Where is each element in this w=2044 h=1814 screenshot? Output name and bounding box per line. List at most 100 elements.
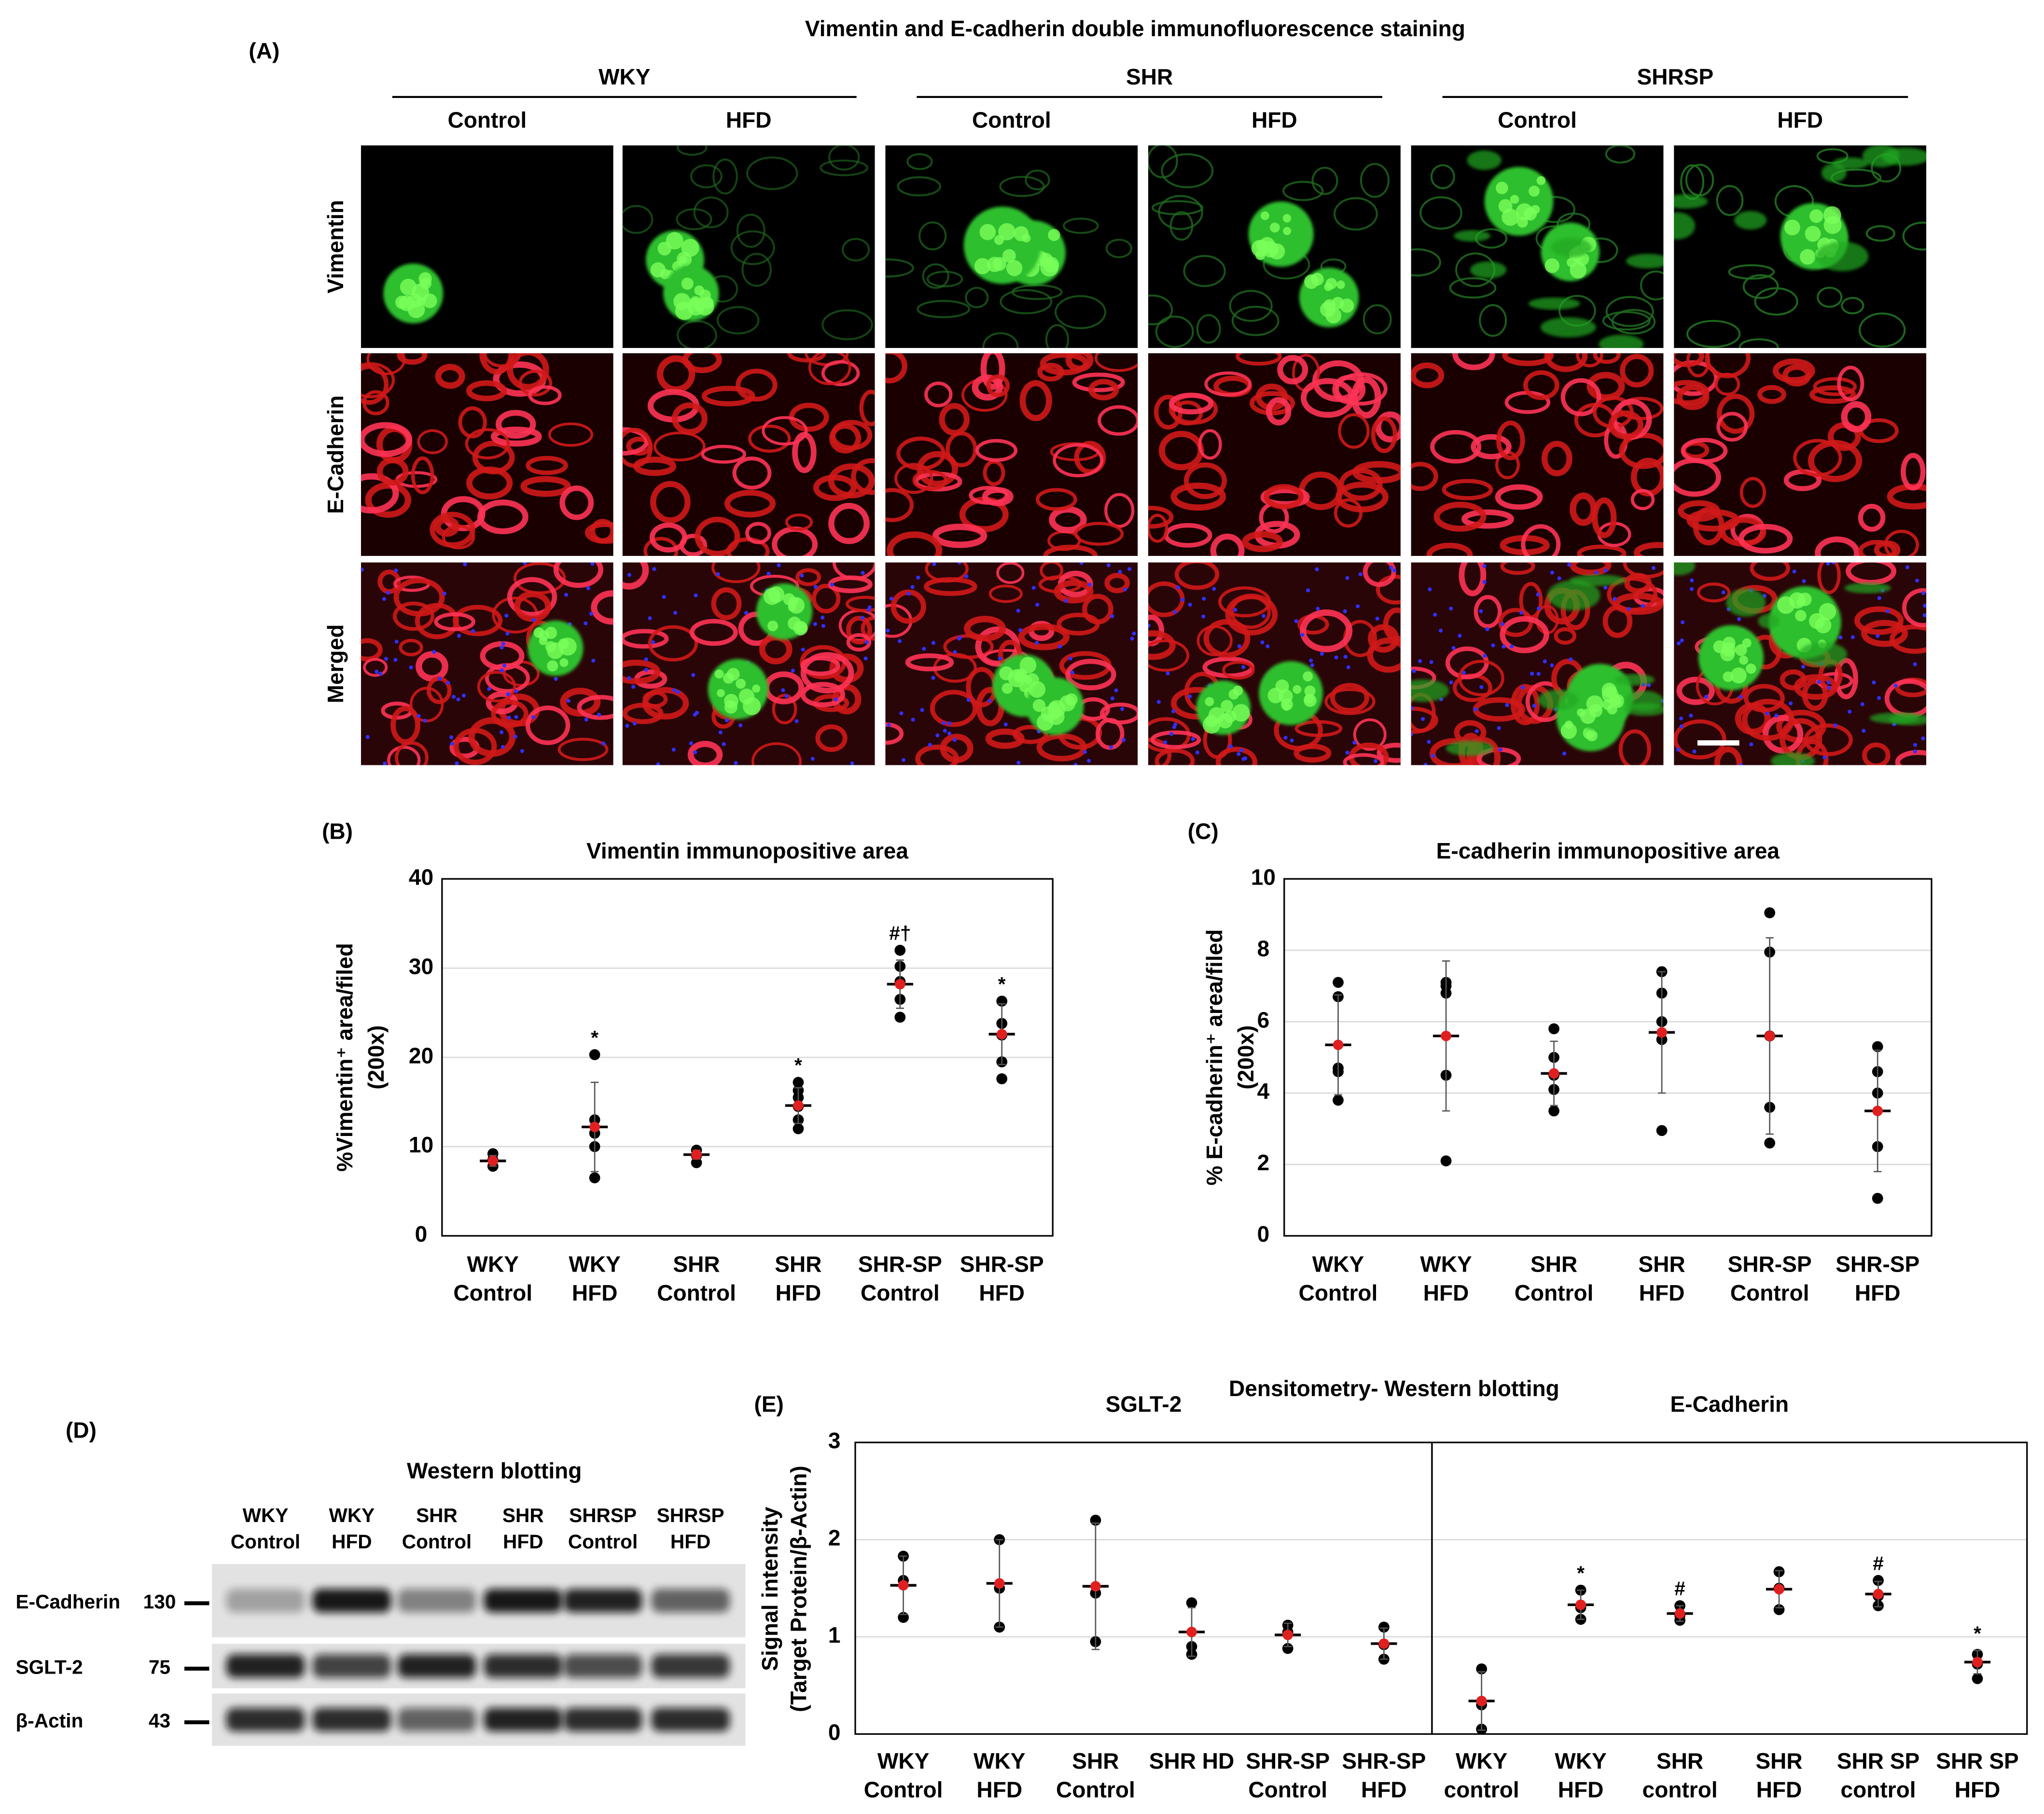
kda-label: 43 (149, 1710, 170, 1732)
micrograph (361, 353, 613, 556)
row-label: Merged (323, 624, 348, 704)
nucleus (1922, 613, 1927, 618)
nucleus (744, 610, 749, 615)
tubule (1242, 531, 1283, 553)
nucleus (1411, 706, 1414, 710)
nucleus (1171, 709, 1176, 713)
glomerulus-lobe (1823, 206, 1841, 224)
glomerulus-lobe (1224, 710, 1237, 723)
x-tick-label: control (1444, 1777, 1519, 1802)
glomerulus-lobe (1544, 258, 1560, 273)
nucleus (1237, 752, 1241, 756)
nucleus (1458, 634, 1462, 638)
nucleus (1721, 590, 1725, 595)
nucleus (906, 592, 911, 596)
nucleus (417, 714, 421, 718)
tubule (1334, 498, 1363, 528)
nucleus (432, 650, 436, 654)
tubule (1148, 294, 1173, 326)
data-point (1548, 1023, 1559, 1035)
data-point (1773, 1604, 1785, 1615)
band (312, 1589, 391, 1613)
glomerulus-lobe (1730, 667, 1747, 684)
nucleus (1536, 592, 1540, 597)
nucleus (952, 738, 957, 742)
tubule (1210, 533, 1245, 556)
tubule (741, 252, 772, 287)
nucleus (378, 671, 383, 676)
nucleus (694, 593, 698, 597)
tubule (1430, 164, 1455, 190)
nucleus (1412, 669, 1416, 673)
glomerulus-lobe (1502, 208, 1519, 226)
glomerulus-lobe (1304, 274, 1319, 289)
nucleus (584, 718, 588, 722)
nucleus (861, 571, 865, 575)
nucleus (652, 567, 656, 571)
nucleus (1003, 722, 1008, 727)
x-tick-label: control (1642, 1777, 1718, 1802)
plot-frame (854, 1441, 1433, 1735)
nucleus (1191, 737, 1195, 741)
nucleus (1110, 696, 1114, 701)
glomerulus-lobe (998, 223, 1016, 241)
x-tick-label: SHR (1639, 1251, 1685, 1276)
data-point (1764, 907, 1776, 918)
nucleus (1562, 751, 1567, 756)
data-point (1872, 1041, 1883, 1052)
tubule (1858, 540, 1896, 556)
nucleus (901, 758, 906, 762)
tubule (1674, 457, 1722, 497)
glomerulus-lobe (422, 293, 437, 308)
nucleus (382, 597, 387, 601)
micrograph (1148, 145, 1401, 348)
nucleus (1921, 591, 1926, 595)
panel-label: (C) (1188, 819, 1219, 844)
tubule (999, 176, 1045, 197)
tubule (701, 386, 755, 407)
tubule (846, 595, 875, 612)
nucleus (500, 668, 504, 673)
glomerulus-lobe (1059, 695, 1076, 712)
row-label: Vimentin (323, 200, 348, 293)
nucleus (1109, 745, 1113, 749)
x-tick-label: HFD (979, 1280, 1025, 1305)
nucleus (1449, 680, 1453, 685)
band (484, 1708, 563, 1731)
tubule (1104, 572, 1130, 594)
tubule (520, 476, 571, 497)
tubule (430, 512, 475, 548)
vimentin-patch (1454, 230, 1491, 242)
vimentin-patch (1726, 588, 1766, 617)
data-point (589, 1172, 600, 1184)
lane-label: HFD (332, 1530, 372, 1552)
nucleus (1016, 609, 1020, 613)
tubule (695, 516, 740, 556)
nucleus (1886, 609, 1890, 613)
nucleus (1827, 686, 1831, 690)
nucleus (1765, 711, 1769, 716)
nucleus (964, 574, 969, 579)
nucleus (863, 656, 868, 661)
tubule (924, 577, 977, 596)
x-tick-label: HFD (776, 1280, 821, 1305)
micrograph (885, 562, 1138, 765)
x-tick-label: Control (657, 1280, 736, 1305)
tubule (1591, 497, 1617, 539)
mean-point (1575, 1599, 1586, 1610)
glomerulus-lobe (1013, 668, 1028, 683)
nucleus (644, 668, 648, 672)
micrograph (885, 353, 1138, 556)
glomerulus-lobe (999, 666, 1014, 680)
tubule (1148, 639, 1190, 672)
tubule (1620, 354, 1654, 388)
nucleus (1485, 627, 1489, 631)
nucleus (446, 680, 450, 685)
nucleus (1802, 579, 1806, 583)
tubule (1452, 353, 1495, 371)
nucleus (1627, 607, 1631, 611)
x-tick-label: SHR (775, 1251, 821, 1276)
tubule (1576, 353, 1603, 368)
nucleus (384, 657, 389, 661)
